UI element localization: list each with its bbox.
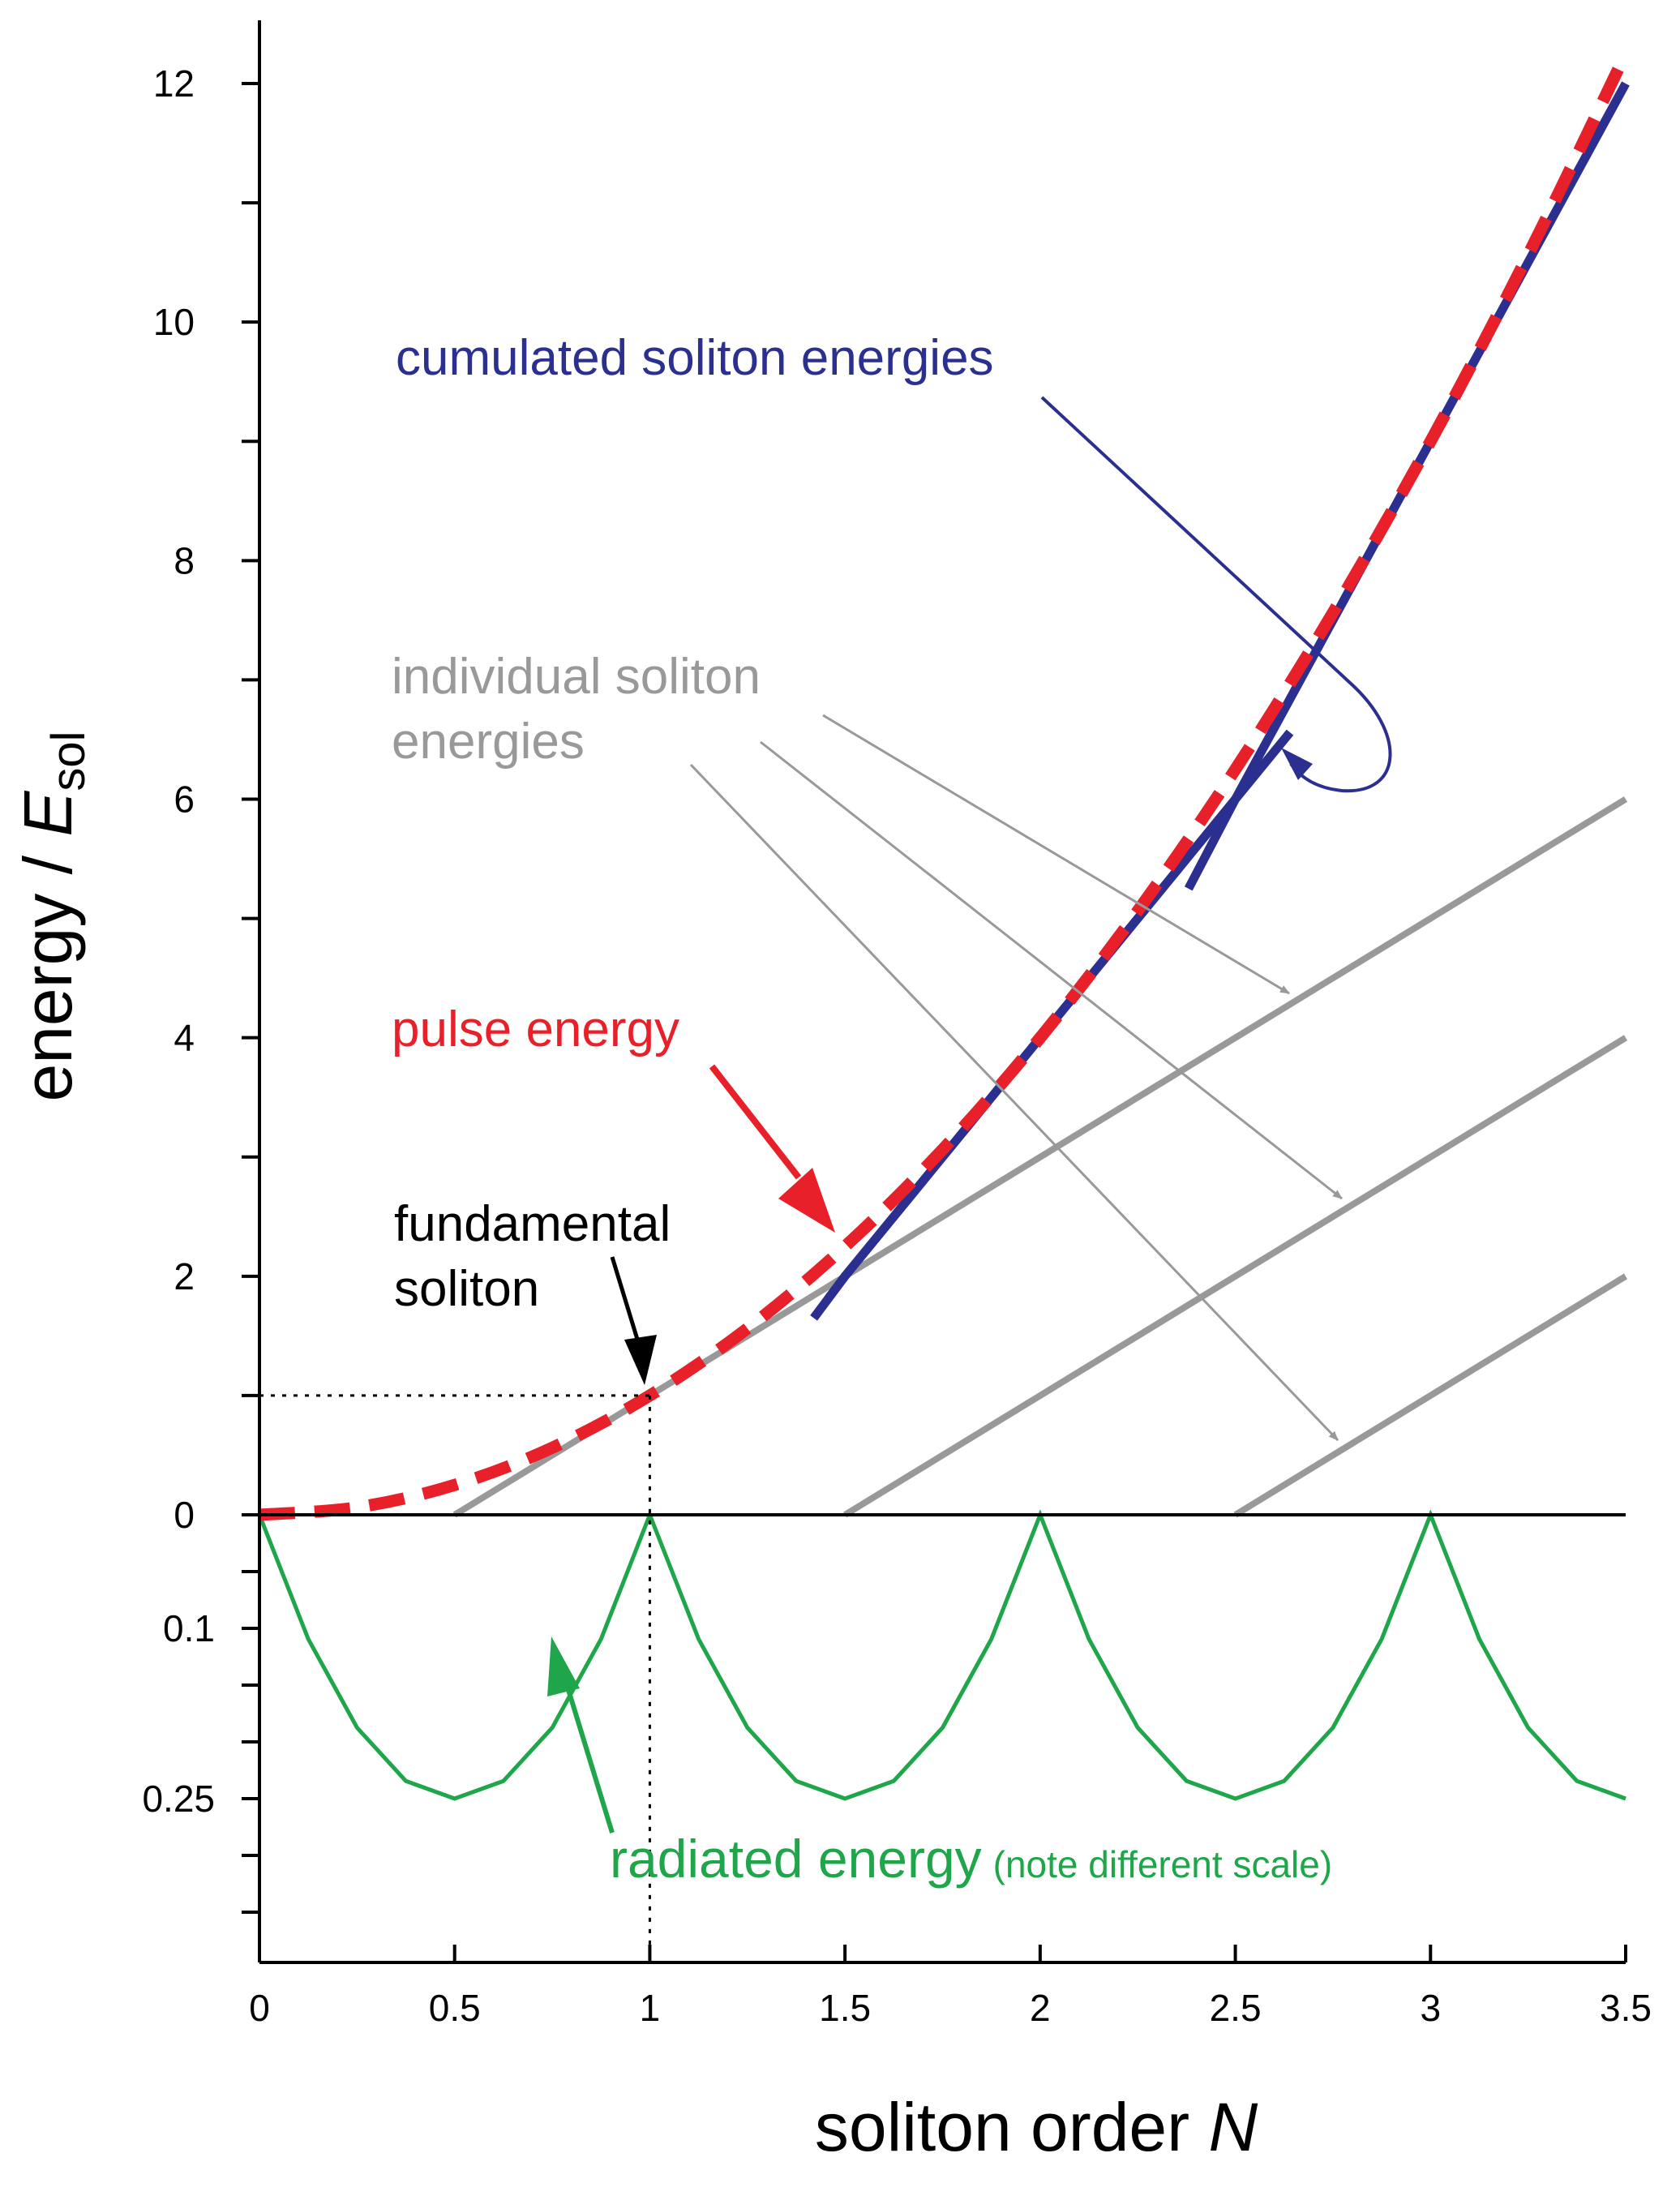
individual-label-line2: energies [392, 714, 585, 770]
pulse-energy-line [259, 50, 1631, 1521]
radiated-label-main: radiated energy [610, 1829, 982, 1889]
y-tick-label: 10 [153, 301, 195, 343]
pulse-label: pulse energy [392, 1001, 679, 1057]
x-tick-label: 2 [1030, 1987, 1051, 2029]
y-tick-label-lower: 0.25 [142, 1778, 215, 1820]
y-tick-label: 4 [174, 1017, 195, 1059]
fundamental-label-line1: fundamental [394, 1196, 671, 1252]
x-tick-label: 0.5 [429, 1987, 481, 2029]
x-tick-label: 3 [1420, 1987, 1441, 2029]
radiated-energy-line [257, 1509, 1626, 1801]
individual-leader-1 [822, 714, 1290, 995]
y-tick-label: 0 [174, 1494, 195, 1536]
fundamental-arrowhead [624, 1335, 657, 1385]
cumulated-label: cumulated soliton energies [396, 330, 994, 386]
y-axis-title-text: energy / [10, 837, 86, 1102]
individual-soliton-line-2 [843, 1035, 1628, 1518]
x-tick-label: 2.5 [1210, 1987, 1262, 2029]
radiated-label: radiated energy (note different scale) [610, 1829, 1332, 1889]
fundamental-arrow-shaft [610, 1256, 641, 1345]
radiated-label-note: (note different scale) [993, 1843, 1333, 1885]
individual-label-line1: individual soliton [392, 649, 761, 705]
y-tick-label-lower: 0.1 [163, 1607, 215, 1649]
individual-leader-2 [760, 740, 1343, 1200]
annotation-arrows [547, 396, 1392, 1834]
tick-labels: 0 0.5 1 1.5 2 2.5 3 3.5 0 2 4 6 8 10 12 0.1 0.25 [142, 62, 1652, 2029]
cumulated-leader [1040, 396, 1392, 793]
individual-leader-3 [689, 763, 1339, 1442]
x-tick-label: 3.5 [1600, 1987, 1652, 2029]
y-axis-title: energy / Esol [10, 731, 95, 1101]
x-axis-title-var: N [1208, 2089, 1258, 2165]
y-tick-label: 8 [174, 539, 195, 581]
y-axis-title-var: E [10, 791, 86, 837]
pulse-arrow-shaft [709, 1064, 802, 1180]
x-axis-title-text: soliton order [815, 2089, 1209, 2165]
individual-soliton-line-3 [1233, 1273, 1628, 1518]
axes [258, 20, 1626, 1964]
y-axis-title-sub: sol [42, 731, 95, 791]
y-tick-label: 12 [153, 62, 195, 105]
y-tick-label: 2 [174, 1255, 195, 1297]
x-tick-label: 0 [249, 1987, 270, 2029]
pulse-arrowhead [778, 1168, 835, 1233]
cumulated-arrowhead [1281, 748, 1313, 780]
x-tick-label: 1.5 [819, 1987, 871, 2029]
y-tick-label: 6 [174, 778, 195, 821]
plot-lines [257, 50, 1631, 1962]
fundamental-label-line2: soliton [394, 1261, 539, 1317]
x-tick-label: 1 [640, 1987, 661, 2029]
x-axis-title: soliton order N [815, 2089, 1258, 2165]
radiated-arrowhead [547, 1636, 580, 1696]
radiated-arrow-shaft [564, 1681, 615, 1834]
ticks [242, 82, 1627, 1962]
